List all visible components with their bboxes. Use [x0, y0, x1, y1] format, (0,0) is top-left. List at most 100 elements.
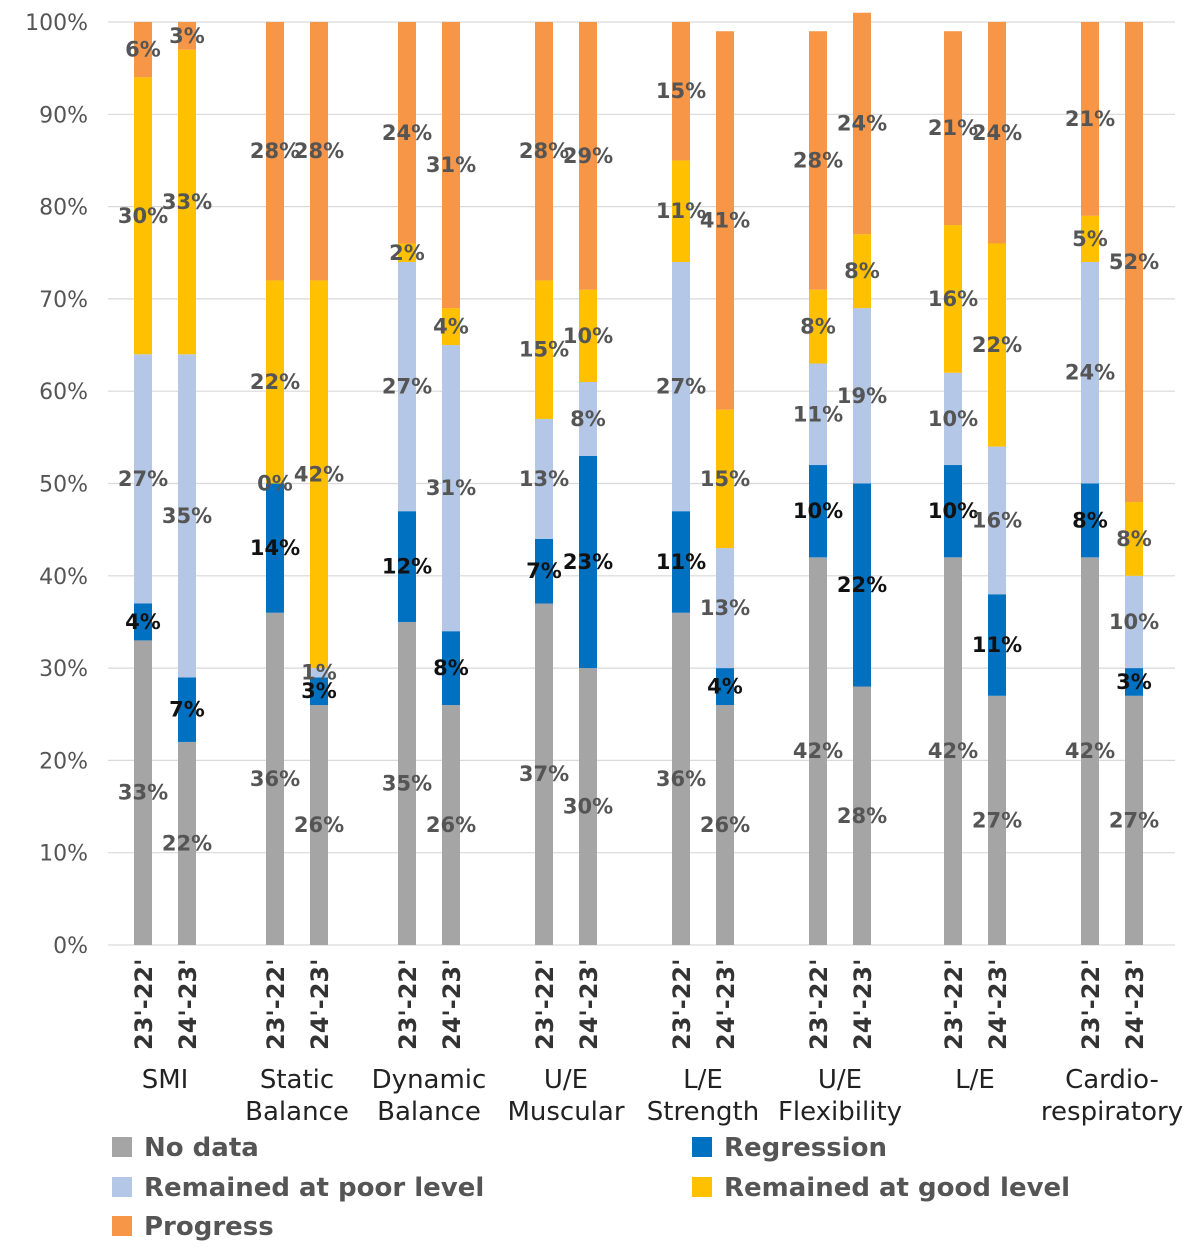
data-label: 31% — [426, 153, 476, 177]
bar-segment-regression — [1081, 483, 1099, 558]
data-label: 26% — [700, 813, 750, 837]
data-label: 13% — [700, 596, 750, 620]
bar-segment-regression — [716, 668, 734, 706]
bar-segment-progress — [853, 12, 871, 235]
legend-label: Regression — [724, 1133, 887, 1163]
bar-segment-remained-at-good-level — [535, 280, 553, 419]
bar-segment-no-data — [1125, 695, 1143, 945]
data-label: 42% — [928, 739, 978, 763]
x-tick-label: 24'-23' — [306, 959, 334, 1050]
data-label: 27% — [118, 467, 168, 491]
bar-segment-remained-at-good-level — [398, 243, 416, 262]
y-tick-label: 100% — [25, 11, 88, 36]
bar-segment-remained-at-good-level — [809, 289, 827, 364]
legend-label: No data — [144, 1133, 259, 1163]
category-label: L/E — [683, 1065, 723, 1095]
bar-segment-regression — [178, 677, 196, 742]
bar-segment-remained-at-poor-level — [944, 372, 962, 466]
data-label: 42% — [793, 739, 843, 763]
data-label: 6% — [125, 38, 161, 62]
bar-segment-remained-at-poor-level — [988, 446, 1006, 595]
bar-segment-progress — [535, 22, 553, 281]
data-label: 11% — [656, 550, 706, 574]
data-label: 28% — [793, 148, 843, 172]
data-label: 11% — [972, 633, 1022, 657]
data-label: 27% — [382, 375, 432, 399]
bar-segment-regression — [579, 455, 597, 669]
data-label: 33% — [162, 190, 212, 214]
data-label: 35% — [382, 771, 432, 795]
data-label: 33% — [118, 781, 168, 805]
bar-segment-regression — [398, 511, 416, 622]
category-label: Balance — [245, 1097, 349, 1127]
data-label: 24% — [972, 121, 1022, 145]
y-tick-label: 50% — [39, 473, 88, 498]
data-label: 4% — [125, 610, 161, 634]
bar-segment-no-data — [579, 668, 597, 945]
legend-swatch — [692, 1137, 712, 1157]
bar-segment-regression — [310, 677, 328, 706]
data-label: 8% — [844, 259, 880, 283]
bar-segment-no-data — [310, 705, 328, 945]
category-label: Cardio- — [1065, 1065, 1159, 1095]
x-tick-label: 23'-22' — [531, 959, 559, 1050]
category-label: U/E — [818, 1065, 862, 1095]
bar-segment-no-data — [672, 612, 690, 945]
bar-segment-remained-at-poor-level — [310, 668, 328, 678]
bar-segment-remained-at-good-level — [134, 77, 152, 355]
bar-segment-remained-at-good-level — [853, 234, 871, 309]
bar-segment-regression — [853, 483, 871, 687]
bar-segment-regression — [988, 594, 1006, 696]
data-label: 22% — [162, 831, 212, 855]
bar-segment-remained-at-good-level — [944, 225, 962, 373]
data-label: 8% — [800, 315, 836, 339]
bar-segment-progress — [310, 22, 328, 281]
category-label: Dynamic — [372, 1065, 487, 1095]
data-labels: 33% 4% 27% 30% 6% 22% 7% 35% 33% 3% 36% 14% 0% 22% 28%… — [118, 24, 1159, 856]
bar-segment-no-data — [398, 621, 416, 945]
bar-segment-regression — [134, 603, 152, 641]
bar-segment-progress — [672, 22, 690, 161]
data-label: 7% — [526, 559, 562, 583]
data-label: 23% — [563, 550, 613, 574]
bar-segment-progress — [809, 31, 827, 290]
data-label: 5% — [1072, 227, 1108, 251]
bar-segment-no-data — [134, 640, 152, 945]
y-tick-label: 10% — [39, 842, 88, 867]
bar-segment-remained-at-poor-level — [1081, 261, 1099, 484]
data-label: 41% — [700, 208, 750, 232]
bar-segment-remained-at-good-level — [266, 280, 284, 484]
data-label: 15% — [519, 338, 569, 362]
data-label: 29% — [563, 144, 613, 168]
bar-segment-regression — [944, 465, 962, 558]
y-tick-label: 30% — [39, 657, 88, 682]
bar-segment-remained-at-good-level — [1125, 501, 1143, 576]
x-tick-label: 23'-22' — [668, 959, 696, 1050]
data-label: 8% — [1116, 527, 1152, 551]
y-tick-label: 40% — [39, 565, 88, 590]
bar-segment-regression — [535, 538, 553, 604]
bar-segment-progress — [442, 22, 460, 309]
bars — [134, 12, 1143, 945]
data-label: 26% — [426, 813, 476, 837]
data-label: 31% — [426, 476, 476, 500]
y-tick-label: 20% — [39, 749, 88, 774]
bar-segment-no-data — [988, 695, 1006, 945]
data-label: 21% — [928, 116, 978, 140]
legend-label: Remained at poor level — [144, 1173, 484, 1203]
data-label: 42% — [294, 462, 344, 486]
category-label: U/E — [544, 1065, 588, 1095]
bar-segment-regression — [442, 631, 460, 706]
data-label: 4% — [433, 315, 469, 339]
bar-segment-remained-at-poor-level — [442, 345, 460, 632]
data-label: 10% — [793, 499, 843, 523]
bar-segment-no-data — [178, 741, 196, 945]
bar-segment-remained-at-good-level — [442, 308, 460, 346]
data-label: 22% — [250, 370, 300, 394]
x-tick-label: 24'-23' — [438, 959, 466, 1050]
bar-segment-no-data — [809, 557, 827, 945]
data-label: 22% — [837, 573, 887, 597]
data-label: 4% — [707, 675, 743, 699]
bar-segment-remained-at-poor-level — [579, 381, 597, 456]
data-label: 1% — [301, 661, 337, 685]
